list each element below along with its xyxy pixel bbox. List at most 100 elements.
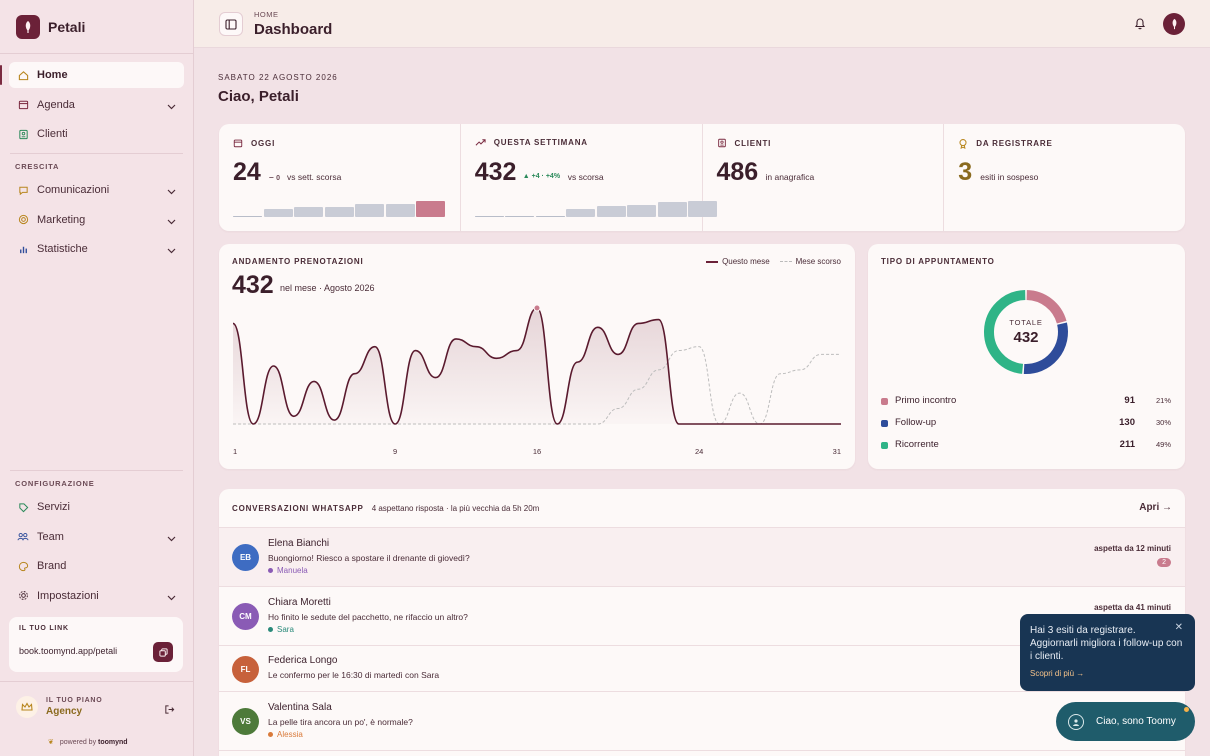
bar-chart-icon bbox=[17, 243, 29, 255]
chat-icon bbox=[17, 184, 29, 196]
section-label-crescita: CRESCITA bbox=[15, 162, 60, 171]
assigned-agent: Sara bbox=[268, 625, 294, 634]
sidebar-item-label: Team bbox=[37, 530, 64, 543]
legend-swatch bbox=[881, 442, 888, 449]
chevron-down-icon[interactable] bbox=[167, 245, 176, 257]
last-message: La pelle tira ancora un po', è normale? bbox=[268, 717, 413, 727]
legend-swatch bbox=[881, 398, 888, 405]
donut-slice-primo-incontro bbox=[1026, 290, 1067, 324]
assigned-agent: Manuela bbox=[268, 566, 308, 575]
leaf-icon: ❦ bbox=[48, 739, 54, 746]
sparkbar bbox=[657, 201, 687, 217]
legend-swatch bbox=[881, 420, 888, 427]
conversations-summary: 4 aspettano risposta · la più vecchia da… bbox=[371, 503, 540, 513]
agent-dot bbox=[268, 568, 273, 573]
stat-oggi[interactable]: OGGI 24 – 0 vs sett. scorsa bbox=[219, 124, 461, 231]
chevron-down-icon[interactable] bbox=[167, 533, 176, 545]
sidebar-item-marketing[interactable]: Marketing bbox=[9, 207, 184, 233]
stats-card: OGGI 24 – 0 vs sett. scorsa QUESTA SETTI… bbox=[219, 124, 1185, 231]
open-conversations-button[interactable]: Apri → bbox=[1139, 502, 1172, 513]
legend-line-previous bbox=[779, 261, 792, 262]
sidebar-item-home[interactable]: Home bbox=[0, 62, 184, 88]
stat-label: CLIENTI bbox=[734, 138, 772, 148]
agent-dot bbox=[268, 732, 273, 737]
avatar: VS bbox=[232, 708, 259, 735]
contacts-icon bbox=[717, 138, 726, 148]
sidebar-item-team[interactable]: Team bbox=[9, 524, 184, 550]
trend-up-icon bbox=[475, 139, 486, 146]
conversation-row[interactable]: CM Chiara Moretti Ho finito le sedute del … bbox=[219, 587, 1185, 646]
line-chart[interactable]: 1 9 16 24 31 bbox=[219, 244, 855, 469]
powered-by: ❦ powered by toomynd bbox=[48, 739, 128, 746]
breadcrumb[interactable]: HOME bbox=[254, 10, 279, 19]
palette-icon bbox=[17, 560, 29, 572]
legend-previous: Mese scorso bbox=[795, 257, 841, 266]
stat-delta: – 0 bbox=[269, 172, 281, 182]
assistant-button[interactable]: Ciao, sono Toomy bbox=[1056, 702, 1195, 741]
conversation-row[interactable]: VS Valentina Sala La pelle tira ancora un … bbox=[219, 692, 1185, 751]
legend-row[interactable]: Ricorrente 211 49% bbox=[881, 439, 1171, 453]
legend-row[interactable]: Primo incontro 91 21% bbox=[881, 395, 1171, 409]
last-message: Ho finito le sedute del pacchetto, ne ri… bbox=[268, 612, 468, 622]
chevron-down-icon[interactable] bbox=[167, 216, 176, 228]
stat-settimana[interactable]: QUESTA SETTIMANA 432 ▲ +4 · +4% vs scors… bbox=[461, 124, 718, 231]
section-label-configurazione: CONFIGURAZIONE bbox=[15, 479, 95, 488]
stat-value: 432 bbox=[474, 158, 517, 186]
greeting: Ciao, Petali bbox=[218, 88, 299, 105]
target-icon bbox=[17, 214, 29, 226]
card-title: CONVERSAZIONI WHATSAPP bbox=[232, 503, 364, 513]
legend-line-current bbox=[706, 260, 719, 263]
card-title: TIPO DI APPUNTAMENTO bbox=[881, 257, 995, 266]
sidebar-item-comunicazioni[interactable]: Comunicazioni bbox=[9, 177, 184, 203]
series-line-mese-scorso bbox=[233, 346, 841, 425]
chevron-down-icon[interactable] bbox=[167, 101, 176, 113]
sidebar-item-servizi[interactable]: Servizi bbox=[9, 494, 184, 520]
stat-value: 24 bbox=[233, 158, 261, 186]
sparkbar bbox=[535, 215, 565, 217]
close-icon[interactable]: ✕ bbox=[1174, 622, 1183, 633]
chevron-down-icon[interactable] bbox=[167, 592, 176, 604]
chevron-down-icon[interactable] bbox=[167, 186, 176, 198]
conversation-row[interactable]: EB Elena Bianchi Buongiorno! Riesco a spos… bbox=[219, 528, 1185, 587]
donut-chart[interactable] bbox=[868, 244, 1185, 469]
brand-logo-icon[interactable] bbox=[16, 14, 40, 39]
assistant-icon bbox=[1068, 713, 1084, 730]
logout-icon[interactable] bbox=[164, 702, 175, 720]
sidebar-toggle-button[interactable] bbox=[219, 12, 243, 36]
stat-label: QUESTA SETTIMANA bbox=[493, 138, 588, 147]
legend-label: Ricorrente bbox=[895, 439, 939, 450]
team-icon bbox=[17, 531, 29, 543]
copy-link-button[interactable] bbox=[153, 642, 173, 662]
sidebar-item-clienti[interactable]: Clienti bbox=[9, 121, 184, 147]
gear-icon bbox=[17, 590, 29, 602]
agent-dot bbox=[268, 627, 273, 632]
legend-row[interactable]: Follow-up 130 30% bbox=[881, 417, 1171, 431]
avatar[interactable] bbox=[1163, 13, 1185, 35]
flat-trend-icon: – bbox=[269, 172, 274, 182]
stat-clienti[interactable]: CLIENTI 486 in anagrafica bbox=[703, 124, 945, 231]
sidebar-item-statistiche[interactable]: Statistiche bbox=[9, 236, 184, 262]
conversation-row[interactable]: FL Federica Longo Le confermo per le 16:30… bbox=[219, 646, 1185, 692]
copy-icon bbox=[158, 647, 168, 657]
sidebar-item-brand[interactable]: Brand bbox=[9, 553, 184, 579]
contacts-icon bbox=[17, 128, 29, 140]
booking-total: 432 bbox=[232, 271, 274, 299]
stat-value: 486 bbox=[716, 158, 759, 186]
sidebar-item-agenda[interactable]: Agenda bbox=[9, 92, 184, 118]
sparkbar bbox=[505, 215, 535, 217]
booking-link-url[interactable]: book.toomynd.app/petali bbox=[19, 646, 118, 656]
toast-link[interactable]: Scopri di più → bbox=[1030, 669, 1085, 678]
calendar-icon bbox=[17, 99, 29, 111]
highlight-point bbox=[533, 304, 541, 312]
sidebar-item-label: Comunicazioni bbox=[37, 184, 110, 196]
plan-name: Agency bbox=[46, 705, 83, 717]
bell-icon[interactable] bbox=[1134, 17, 1146, 35]
plan-label: IL TUO PIANO bbox=[46, 696, 103, 704]
sidebar-item-label: Home bbox=[37, 69, 68, 81]
stat-da-registrare[interactable]: DA REGISTRARE 3 esiti in sospeso bbox=[944, 124, 1185, 231]
contact-name: Chiara Moretti bbox=[268, 597, 331, 608]
sidebar-item-label: Statistiche bbox=[37, 243, 88, 255]
sparkbar bbox=[294, 206, 323, 217]
sidebar-item-impostazioni[interactable]: Impostazioni bbox=[9, 583, 184, 609]
legend-label: Primo incontro bbox=[895, 395, 957, 406]
